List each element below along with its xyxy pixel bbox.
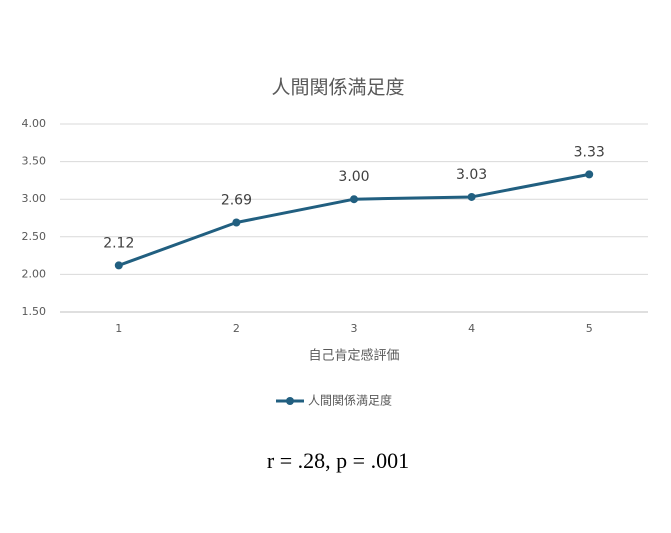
data-point [232, 218, 241, 227]
data-label: 2.69 [221, 193, 252, 209]
y-tick-label: 1.50 [22, 305, 47, 318]
data-label: 3.00 [338, 169, 369, 185]
data-point [585, 170, 594, 179]
legend-marker [286, 397, 294, 405]
x-tick-label: 1 [115, 322, 122, 335]
y-tick-label: 2.00 [22, 267, 47, 280]
x-tick-label: 3 [351, 322, 358, 335]
data-point [114, 261, 123, 270]
annotation: r = .28, p = .001 [267, 448, 409, 473]
data-label: 2.12 [103, 235, 134, 251]
series-line [118, 172, 590, 267]
x-tick-label: 5 [586, 322, 593, 335]
chart-title: 人間関係満足度 [271, 77, 404, 99]
y-tick-label: 4.00 [22, 117, 47, 130]
y-tick-label: 3.50 [22, 155, 47, 168]
y-tick-label: 2.50 [22, 230, 47, 243]
x-axis-label: 自己肯定感評価 [308, 348, 399, 364]
y-tick-label: 3.00 [22, 192, 47, 205]
data-point [350, 195, 358, 204]
data-label: 3.33 [574, 144, 605, 160]
legend-label: 人間関係満足度 [308, 393, 392, 408]
x-tick-label: 4 [468, 322, 475, 335]
x-tick-label: 2 [233, 322, 240, 335]
data-point [467, 192, 476, 201]
data-label: 3.03 [456, 167, 487, 183]
